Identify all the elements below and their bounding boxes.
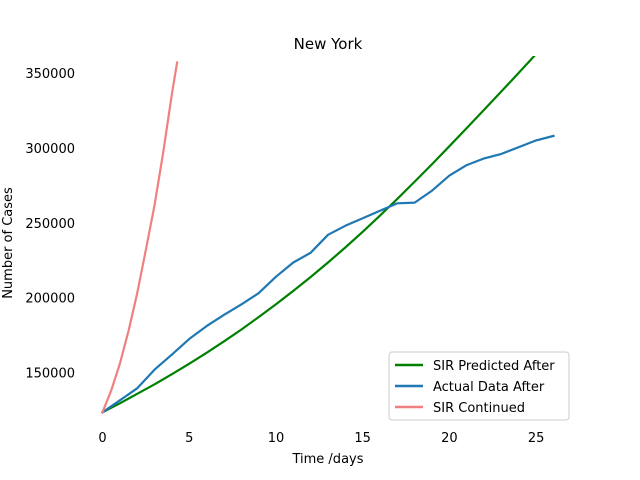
x-tick-label: 25 [528,431,545,446]
legend-frame [388,351,570,421]
legend-label: SIR Predicted After [433,359,555,374]
series-line-3 [101,61,179,414]
y-tick-label: 300000 [25,142,75,157]
series-lines [100,56,555,414]
series-line-2 [100,134,555,414]
y-axis-label: Number of Cases [1,187,16,299]
chart-title: New York [294,35,363,53]
x-tick-label: 0 [98,431,106,446]
y-tick-label: 250000 [25,217,75,232]
legend-label: Actual Data After [433,380,545,395]
y-tick-label: 150000 [25,367,75,382]
y-tick-label: 200000 [25,292,75,307]
x-axis-ticks: 0 5 10 15 20 25 [98,431,544,446]
series-line-1 [101,56,536,414]
y-axis-ticks: 150000 200000 250000 300000 350000 [25,67,75,382]
y-tick-label: 350000 [25,67,75,82]
legend: SIR Predicted After Actual Data After SIR … [388,351,570,421]
x-tick-label: 5 [185,431,193,446]
legend-label: SIR Continued [433,401,525,416]
x-tick-label: 20 [441,431,458,446]
x-axis-label: Time /days [291,452,363,467]
x-tick-label: 10 [268,431,285,446]
x-tick-label: 15 [354,431,371,446]
